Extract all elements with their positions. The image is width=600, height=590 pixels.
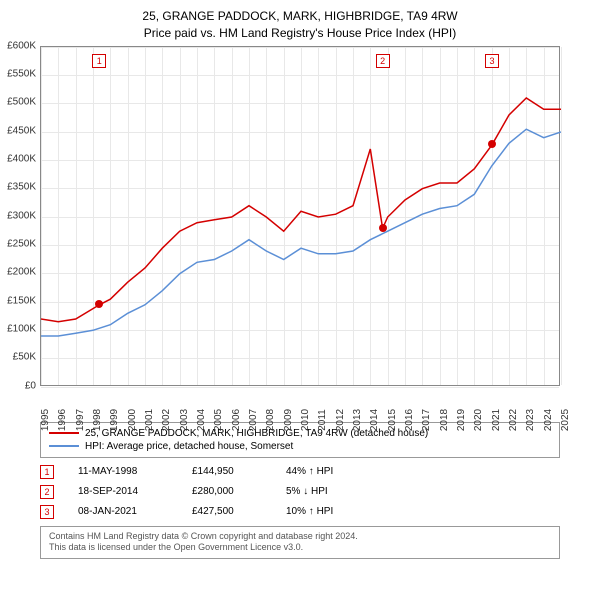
x-tick-label: 2010	[300, 408, 311, 430]
y-tick-label: £0	[25, 380, 36, 391]
marker-table-price: £144,950	[192, 466, 262, 477]
x-tick-label: 2007	[248, 408, 259, 430]
x-tick-label: 2016	[404, 408, 415, 430]
x-tick-label: 1997	[75, 408, 86, 430]
x-tick-label: 1995	[40, 408, 51, 430]
sale-marker-box: 2	[376, 54, 390, 68]
x-tick-label: 1996	[57, 408, 68, 430]
y-tick-label: £350K	[7, 182, 36, 193]
marker-table-date: 08-JAN-2021	[78, 506, 168, 517]
marker-table-pct: 5% ↓ HPI	[286, 486, 376, 497]
sale-marker-box: 1	[92, 54, 106, 68]
footer-line-1: Contains HM Land Registry data © Crown c…	[49, 531, 551, 543]
x-tick-label: 2015	[387, 408, 398, 430]
y-tick-label: £150K	[7, 295, 36, 306]
sale-marker-dot	[95, 300, 103, 308]
marker-table-num: 3	[40, 505, 54, 519]
plot-area: 1 2 3	[40, 46, 560, 386]
footer-attribution: Contains HM Land Registry data © Crown c…	[40, 526, 560, 559]
sale-marker-dot	[488, 140, 496, 148]
marker-table-pct: 10% ↑ HPI	[286, 506, 376, 517]
marker-table-price: £280,000	[192, 486, 262, 497]
marker-table-price: £427,500	[192, 506, 262, 517]
markers-table: 1 11-MAY-1998 £144,950 44% ↑ HPI 2 18-SEP-201…	[40, 462, 560, 522]
y-tick-label: £50K	[13, 352, 36, 363]
x-tick-label: 2013	[352, 408, 363, 430]
x-tick-label: 2020	[473, 408, 484, 430]
x-tick-label: 2022	[508, 408, 519, 430]
x-tick-label: 2017	[421, 408, 432, 430]
x-tick-label: 2003	[179, 408, 190, 430]
x-tick-label: 2021	[491, 408, 502, 430]
footer-line-2: This data is licensed under the Open Gov…	[49, 542, 551, 554]
y-tick-label: £500K	[7, 97, 36, 108]
y-tick-label: £450K	[7, 125, 36, 136]
y-tick-label: £600K	[7, 40, 36, 51]
x-tick-label: 2000	[127, 408, 138, 430]
y-axis: £0£50K£100K£150K£200K£250K£300K£350K£400…	[0, 46, 38, 386]
sale-marker-dot	[379, 224, 387, 232]
x-tick-label: 2014	[369, 408, 380, 430]
y-tick-label: £250K	[7, 238, 36, 249]
marker-table-row: 2 18-SEP-2014 £280,000 5% ↓ HPI	[40, 482, 560, 502]
title-line-2: Price paid vs. HM Land Registry's House …	[0, 25, 600, 42]
chart-container: 25, GRANGE PADDOCK, MARK, HIGHBRIDGE, TA…	[0, 0, 600, 590]
legend-swatch	[49, 445, 79, 447]
x-tick-label: 2002	[161, 408, 172, 430]
marker-table-row: 3 08-JAN-2021 £427,500 10% ↑ HPI	[40, 502, 560, 522]
x-axis: 1995199619971998199920002001200220032004…	[40, 416, 560, 444]
x-tick-label: 2019	[456, 408, 467, 430]
x-tick-label: 2025	[560, 408, 571, 430]
sale-marker-box: 3	[485, 54, 499, 68]
y-tick-label: £300K	[7, 210, 36, 221]
x-tick-label: 2009	[283, 408, 294, 430]
marker-table-date: 11-MAY-1998	[78, 466, 168, 477]
x-tick-label: 2023	[525, 408, 536, 430]
marker-table-row: 1 11-MAY-1998 £144,950 44% ↑ HPI	[40, 462, 560, 482]
title-block: 25, GRANGE PADDOCK, MARK, HIGHBRIDGE, TA…	[0, 0, 600, 46]
marker-table-num: 1	[40, 465, 54, 479]
marker-table-num: 2	[40, 485, 54, 499]
x-tick-label: 2001	[144, 408, 155, 430]
title-line-1: 25, GRANGE PADDOCK, MARK, HIGHBRIDGE, TA…	[0, 8, 600, 25]
y-tick-label: £400K	[7, 153, 36, 164]
marker-table-pct: 44% ↑ HPI	[286, 466, 376, 477]
y-tick-label: £200K	[7, 267, 36, 278]
chart-area: 123 £0£50K£100K£150K£200K£250K£300K£350K…	[40, 46, 600, 416]
x-tick-label: 2006	[231, 408, 242, 430]
series-line	[41, 98, 561, 322]
marker-table-date: 18-SEP-2014	[78, 486, 168, 497]
x-tick-label: 1999	[109, 408, 120, 430]
x-tick-label: 2011	[317, 409, 328, 431]
x-tick-label: 2004	[196, 408, 207, 430]
x-tick-label: 2018	[439, 408, 450, 430]
series-line	[41, 129, 561, 336]
x-tick-label: 2024	[543, 408, 554, 430]
y-tick-label: £550K	[7, 68, 36, 79]
x-tick-label: 1998	[92, 408, 103, 430]
y-tick-label: £100K	[7, 323, 36, 334]
x-tick-label: 2005	[213, 408, 224, 430]
x-tick-label: 2008	[265, 408, 276, 430]
x-tick-label: 2012	[335, 408, 346, 430]
